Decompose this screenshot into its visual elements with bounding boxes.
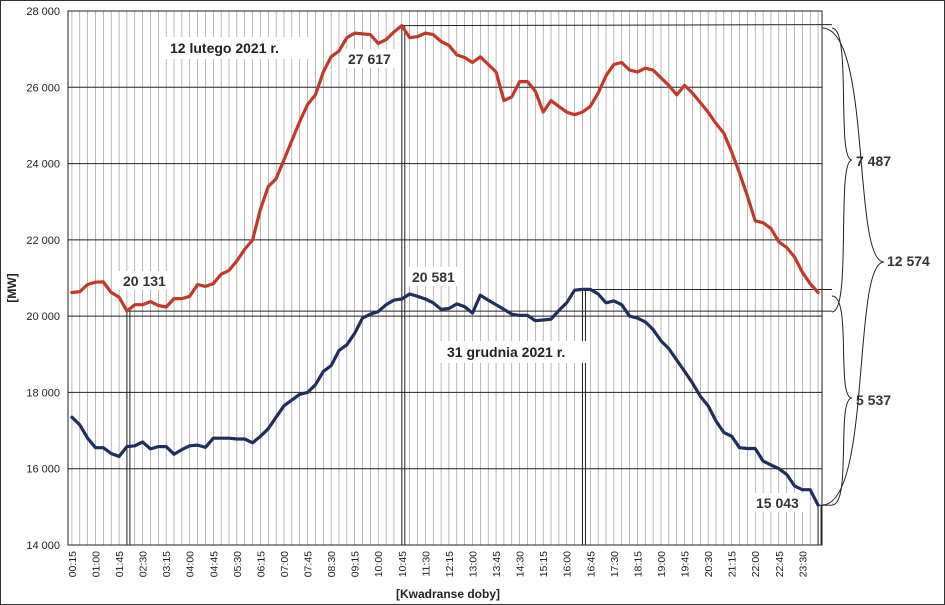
x-tick-label: 04:45	[208, 551, 220, 577]
x-tick-label: 10:00	[373, 551, 385, 577]
level-line	[401, 24, 833, 27]
series-lines	[70, 24, 820, 507]
y-axis-label: [MW]	[5, 273, 19, 302]
x-tick-label: 23:30	[797, 551, 809, 577]
x-tick-label: 10:45	[397, 551, 409, 577]
x-tick-label: 11:30	[420, 551, 432, 577]
x-tick-label: 16:45	[585, 551, 597, 577]
min-feb-label: 20 131	[123, 273, 166, 289]
y-tick-label: 18 000	[26, 387, 60, 399]
x-tick-label: 14:30	[515, 551, 527, 577]
diff-total-label: 12 574	[887, 253, 930, 269]
series-line-dec	[70, 287, 820, 507]
x-tick-label: 13:00	[467, 551, 479, 577]
x-tick-label: 09:15	[350, 551, 362, 577]
max-dec-label: 20 581	[412, 269, 455, 285]
max-feb-label: 27 617	[348, 51, 391, 67]
y-tick-label: 26 000	[26, 82, 60, 94]
diff-dec-label: 5 537	[856, 392, 891, 408]
x-tick-label: 19:45	[680, 551, 692, 577]
y-tick-label: 24 000	[26, 159, 60, 171]
x-tick-label: 03:15	[161, 551, 173, 577]
max-feb-label-bg	[342, 49, 400, 68]
x-tick-label: 13:45	[491, 551, 503, 577]
y-tick-label: 22 000	[26, 235, 60, 247]
y-axis-ticks: 14 000 16 000 18 000 20 000 22 000 24 000 26 0…	[26, 6, 60, 552]
y-tick-label: 14 000	[26, 540, 60, 552]
x-tick-label: 16:00	[562, 551, 574, 577]
x-tick-label: 22:45	[774, 551, 786, 577]
brace-feb	[831, 27, 853, 313]
min-feb-label-bg	[118, 271, 168, 290]
x-tick-label: 01:45	[114, 551, 126, 577]
x-axis-label: [Kwadranse doby]	[396, 587, 500, 601]
x-tick-label: 02:30	[138, 551, 150, 577]
series-label-feb-bg	[163, 37, 311, 59]
x-tick-label: 12:15	[444, 551, 456, 577]
x-tick-label: 19:00	[656, 551, 668, 577]
x-tick-label: 07:45	[303, 551, 315, 577]
x-tick-label: 01:00	[90, 551, 102, 577]
y-tick-label: 16 000	[26, 464, 60, 476]
series-label-dec: 31 grudnia 2021 r.	[447, 344, 565, 360]
x-axis-ticks: 00:15 01:00 01:45 02:30 03:15 04:00 04:45 05:30…	[67, 551, 809, 577]
x-tick-label: 00:15	[67, 551, 79, 577]
x-tick-label: 20:30	[703, 551, 715, 577]
x-tick-label: 08:30	[326, 551, 338, 577]
brace-dec	[831, 295, 853, 506]
diff-feb-label: 7 487	[856, 153, 891, 169]
max-dec-label-bg	[406, 267, 464, 286]
series-line-feb	[70, 24, 820, 313]
x-tick-label: 22:00	[750, 551, 762, 577]
y-tick-label: 20 000	[26, 311, 60, 323]
min-dec-label: 15 043	[756, 495, 799, 511]
brace-total	[821, 27, 885, 506]
x-tick-label: 04:00	[185, 551, 197, 577]
x-tick-label: 17:30	[609, 551, 621, 577]
x-tick-label: 05:30	[232, 551, 244, 577]
min-dec-label-bg	[752, 493, 807, 512]
x-tick-label: 21:15	[727, 551, 739, 577]
x-tick-label: 07:00	[279, 551, 291, 577]
series-label-feb: 12 lutego 2021 r.	[170, 40, 279, 56]
series-label-dec-bg	[440, 341, 588, 363]
guide-lines	[126, 24, 833, 545]
x-tick-label: 06:15	[255, 551, 267, 577]
x-tick-label: 18:15	[632, 551, 644, 577]
y-tick-label: 28 000	[26, 6, 60, 18]
x-tick-label: 15:15	[538, 551, 550, 577]
